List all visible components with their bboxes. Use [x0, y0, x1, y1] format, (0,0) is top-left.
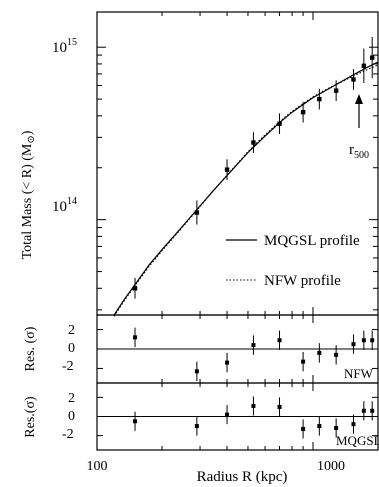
mqgsl-residual-panel: 2 0 -2 Res.(σ) MQGSL [23, 382, 379, 451]
nfw-profile-line [113, 64, 379, 317]
mass-data-point [351, 77, 356, 82]
mqgsl-residual-point [370, 408, 375, 413]
ytick-label-1e15: 1015 [52, 37, 77, 56]
mqgsl-residual-point [317, 424, 322, 429]
nfw-residual-ytick-m2: -2 [62, 359, 74, 374]
mass-data-point [333, 88, 339, 93]
nfw-residual-point [251, 343, 256, 348]
r500-label: r500 [349, 142, 369, 161]
nfw-residual-point [351, 342, 356, 347]
mqgsl-residual-point [277, 404, 282, 409]
nfw-residual-point [370, 338, 375, 343]
mass-data-point [132, 286, 138, 291]
nfw-residual-point [277, 338, 282, 343]
mqgsl-residual-y-label: Res.(σ) [23, 396, 38, 438]
xtick-label-1000: 1000 [317, 459, 345, 474]
mqgsl-residual-ytick-m2: -2 [62, 427, 74, 442]
r500-arrow-head [355, 94, 363, 104]
mqgsl-residual-ytick-2: 2 [68, 391, 75, 406]
nfw-residual-point [194, 369, 199, 374]
mqgsl-residual-ytick-0: 0 [68, 409, 75, 424]
nfw-residual-point [361, 338, 366, 343]
legend-mqgsl-label: MQGSL profile [264, 233, 360, 249]
mqgsl-residual-tag: MQGSL [336, 433, 379, 448]
mass-data-point [369, 55, 375, 60]
mass-y-ticks [97, 46, 378, 311]
mass-data-point [251, 140, 256, 145]
nfw-residual-point [225, 360, 230, 365]
mass-data-point [361, 63, 367, 69]
mqgsl-residual-point [361, 408, 366, 413]
x-axis-label: Radius R (kpc) [197, 469, 288, 485]
legend: MQGSL profile NFW profile [226, 233, 360, 289]
r500-annotation: r500 [349, 94, 369, 161]
nfw-residual-y-label: Res. (σ) [23, 326, 38, 371]
nfw-residual-point [301, 359, 306, 364]
mass-panel: 1015 1014 Total Mass (< R) (M⊙) r500 MQG… [20, 11, 379, 317]
mass-y-axis-label: Total Mass (< R) (M⊙) [20, 130, 37, 259]
mass-profile-lines [113, 61, 379, 317]
nfw-residual-panel: 2 0 -2 Res. (σ) NFW [23, 314, 379, 384]
nfw-residual-tag: NFW [344, 366, 374, 381]
mass-data-point [194, 210, 200, 215]
x-axis-ticks [96, 12, 379, 450]
nfw-residual-ytick-2: 2 [68, 323, 75, 338]
xtick-label-100: 100 [87, 459, 108, 474]
mass-data-point [277, 121, 282, 126]
mass-data-point [224, 167, 230, 172]
mqgsl-residual-point [334, 425, 339, 430]
nfw-residual-point [133, 335, 138, 340]
nfw-residual-point [317, 350, 322, 355]
nfw-residual-points [97, 327, 378, 382]
mqgsl-residual-point [351, 422, 356, 427]
legend-nfw-label: NFW profile [264, 273, 341, 289]
mass-data-points [132, 36, 375, 299]
nfw-residual-point [334, 352, 339, 357]
mqgsl-residual-point [225, 412, 230, 417]
mqgsl-residual-point [301, 426, 306, 431]
mass-data-point [300, 109, 306, 115]
mqgsl-residual-point [251, 403, 256, 408]
mqgsl-residual-point [194, 424, 199, 429]
ytick-label-1e14: 1014 [52, 196, 77, 215]
mqgsl-residual-point [133, 419, 138, 424]
nfw-residual-ytick-0: 0 [68, 341, 75, 356]
mass-data-point [317, 96, 322, 102]
mqgsl-residual-points [97, 396, 378, 439]
